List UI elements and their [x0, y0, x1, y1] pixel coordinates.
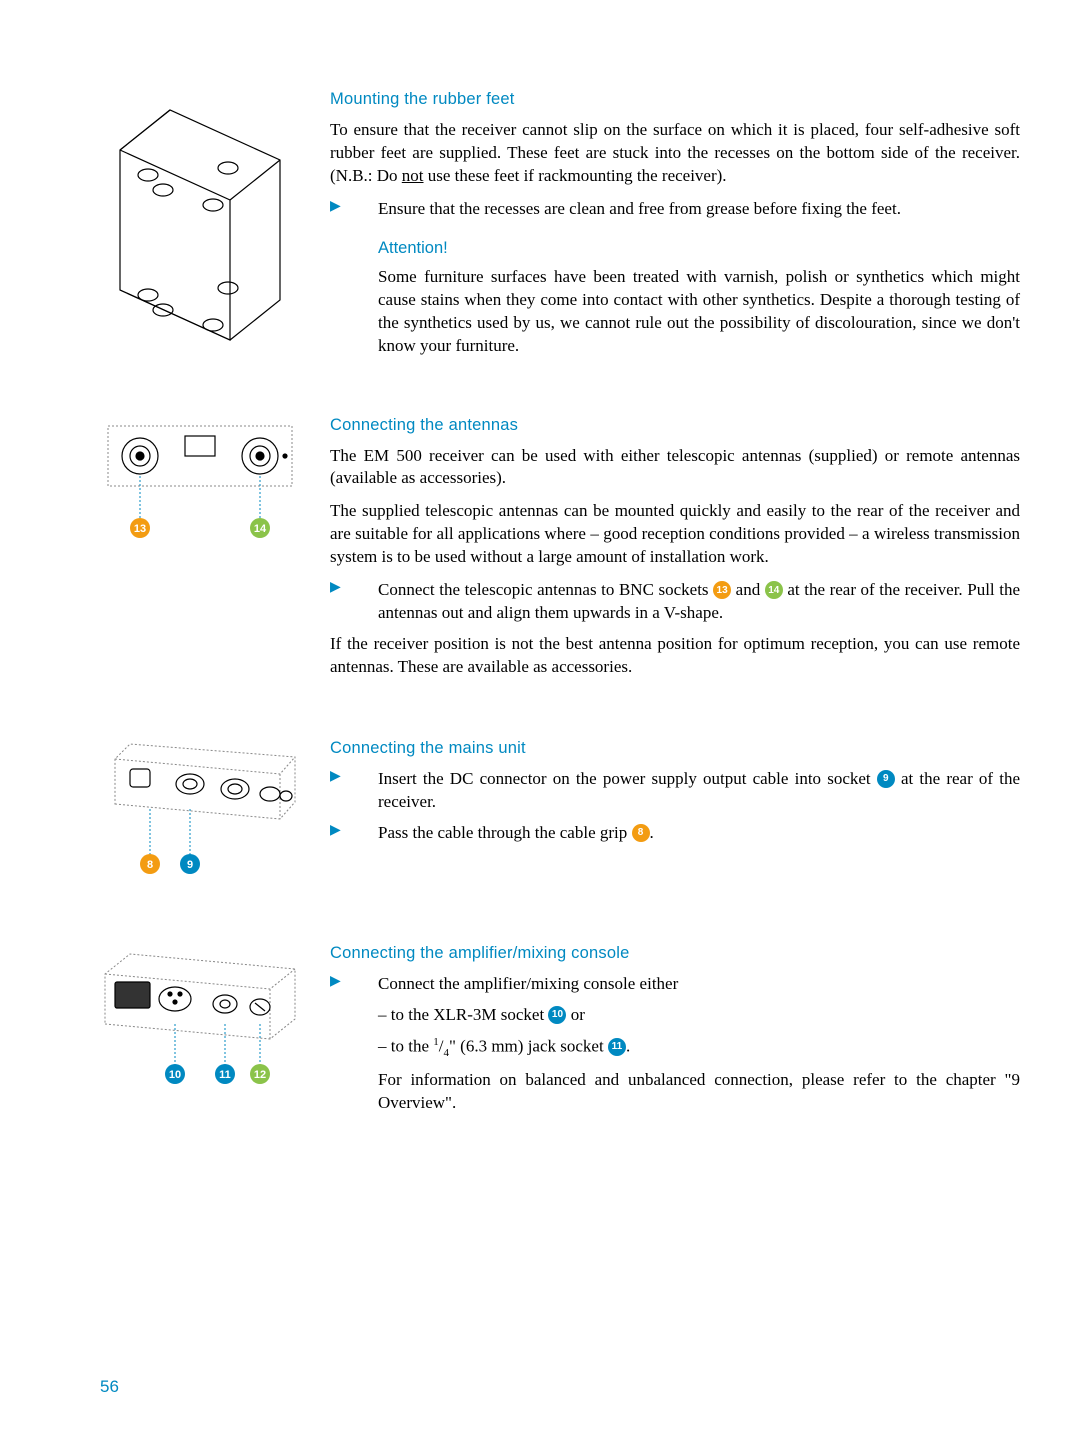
sub-line: – to the XLR-3M socket 10 or — [378, 1004, 1020, 1027]
svg-text:8: 8 — [147, 859, 153, 871]
section-mains: 8 9 Connecting the mains unit ▶ Insert t… — [100, 739, 1020, 894]
bullet-triangle-icon: ▶ — [330, 198, 378, 221]
illustration-amplifier: 10 11 12 — [100, 944, 330, 1123]
sub-line: – to the 1/4" (6.3 mm) jack socket 11. — [378, 1035, 1020, 1061]
content-antennas: Connecting the antennas The EM 500 recei… — [330, 416, 1020, 689]
attention-text: Some furniture surfaces have been treate… — [378, 266, 1020, 358]
content-amplifier: Connecting the amplifier/mixing console … — [330, 944, 1020, 1123]
receiver-rear-antennas-diagram: 13 14 — [100, 416, 300, 546]
paragraph: To ensure that the receiver cannot slip … — [330, 119, 1020, 188]
bullet-triangle-icon: ▶ — [330, 973, 378, 996]
bullet-item: ▶ Pass the cable through the cable grip … — [330, 822, 1020, 845]
heading-attention: Attention! — [378, 239, 1020, 258]
illustration-antennas: 13 14 — [100, 416, 330, 689]
reference-marker-8: 8 — [632, 824, 650, 842]
receiver-bottom-diagram — [100, 90, 300, 350]
illustration-mains: 8 9 — [100, 739, 330, 894]
svg-text:10: 10 — [169, 1069, 181, 1081]
paragraph: The supplied telescopic antennas can be … — [330, 500, 1020, 569]
heading-antennas: Connecting the antennas — [330, 416, 1020, 435]
bullet-item: ▶ Connect the amplifier/mixing console e… — [330, 973, 1020, 996]
paragraph: If the receiver position is not the best… — [330, 633, 1020, 679]
content-rubber-feet: Mounting the rubber feet To ensure that … — [330, 90, 1020, 366]
illustration-rubber-feet — [100, 90, 330, 366]
svg-text:11: 11 — [219, 1069, 231, 1081]
receiver-rear-amplifier-diagram: 10 11 12 — [100, 944, 300, 1094]
section-antennas: 13 14 Connecting the antennas The EM 500… — [100, 416, 1020, 689]
bullet-triangle-icon: ▶ — [330, 822, 378, 845]
receiver-rear-mains-diagram: 8 9 — [100, 739, 300, 889]
content-mains: Connecting the mains unit ▶ Insert the D… — [330, 739, 1020, 894]
reference-marker-14: 14 — [765, 581, 783, 599]
svg-text:9: 9 — [187, 859, 193, 871]
svg-text:12: 12 — [254, 1069, 266, 1081]
bullet-triangle-icon: ▶ — [330, 579, 378, 625]
page-number: 56 — [100, 1377, 119, 1397]
heading-amplifier: Connecting the amplifier/mixing console — [330, 944, 1020, 963]
reference-marker-10: 10 — [548, 1006, 566, 1024]
reference-marker-13: 13 — [713, 581, 731, 599]
bullet-item: ▶ Ensure that the recesses are clean and… — [330, 198, 1020, 221]
sub-line: For information on balanced and unbalanc… — [378, 1069, 1020, 1115]
bullet-triangle-icon: ▶ — [330, 768, 378, 814]
bullet-item: ▶ Connect the telescopic antennas to BNC… — [330, 579, 1020, 625]
heading-mains: Connecting the mains unit — [330, 739, 1020, 758]
svg-text:13: 13 — [134, 523, 146, 535]
section-rubber-feet: Mounting the rubber feet To ensure that … — [100, 90, 1020, 366]
reference-marker-11: 11 — [608, 1038, 626, 1056]
bullet-item: ▶ Insert the DC connector on the power s… — [330, 768, 1020, 814]
section-amplifier: 10 11 12 Connecting the amplifier/mixing… — [100, 944, 1020, 1123]
heading-rubber-feet: Mounting the rubber feet — [330, 90, 1020, 109]
reference-marker-9: 9 — [877, 770, 895, 788]
svg-text:14: 14 — [254, 523, 267, 535]
paragraph: The EM 500 receiver can be used with eit… — [330, 445, 1020, 491]
